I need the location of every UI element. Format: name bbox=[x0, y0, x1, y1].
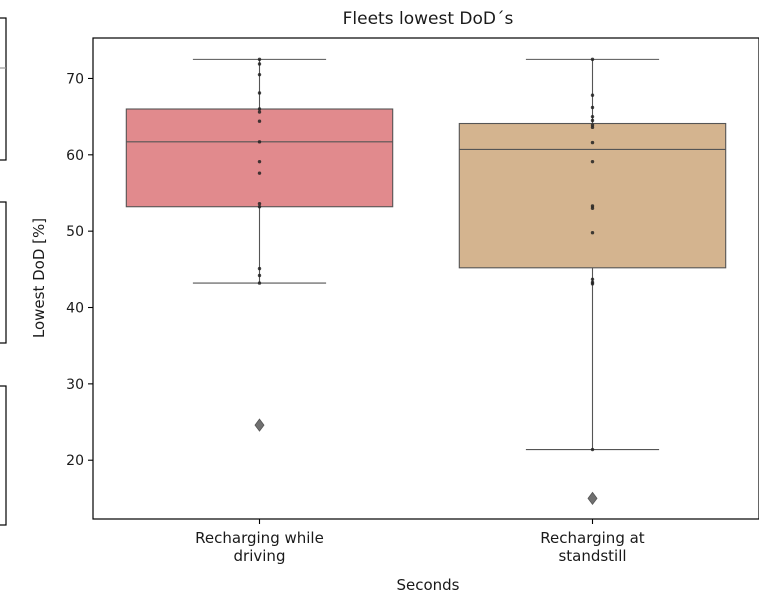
x-axis-label: Seconds bbox=[396, 576, 459, 594]
box-iqr bbox=[125, 108, 394, 208]
data-point bbox=[590, 118, 595, 123]
left-panel-fragments bbox=[0, 17, 7, 526]
data-point bbox=[590, 230, 595, 235]
data-point bbox=[257, 281, 262, 285]
left-panel-fragment-3 bbox=[0, 385, 7, 526]
outlier-marker bbox=[587, 491, 598, 506]
data-point bbox=[590, 282, 595, 286]
data-point bbox=[257, 273, 262, 278]
y-tick-label: 50 bbox=[66, 224, 84, 240]
data-point bbox=[590, 159, 595, 164]
y-tick-label: 70 bbox=[66, 71, 84, 87]
box-2 bbox=[458, 57, 727, 506]
data-point bbox=[257, 159, 262, 164]
x-tick-label: Recharging at standstill bbox=[540, 529, 645, 565]
y-axis: 20 30 40 50 60 70 bbox=[66, 71, 93, 469]
data-point bbox=[257, 110, 262, 114]
data-point bbox=[590, 277, 595, 281]
data-point bbox=[257, 119, 262, 123]
box-1 bbox=[125, 57, 394, 432]
data-point bbox=[590, 105, 595, 110]
axes-frame bbox=[92, 37, 759, 520]
y-tick-label: 40 bbox=[66, 301, 84, 317]
plot-area bbox=[92, 37, 759, 520]
outlier-marker bbox=[254, 418, 265, 432]
y-axis-label: Lowest DoD [%] bbox=[30, 218, 48, 338]
data-point bbox=[257, 107, 262, 111]
box-iqr bbox=[458, 122, 727, 269]
data-point bbox=[590, 57, 595, 62]
data-point bbox=[257, 57, 262, 62]
y-tick-label: 20 bbox=[66, 453, 84, 469]
left-panel-fragment-2 bbox=[0, 201, 7, 344]
y-tick-label: 60 bbox=[66, 148, 84, 164]
chart-title: Fleets lowest DoD´s bbox=[343, 9, 514, 29]
data-point bbox=[257, 140, 262, 144]
box-series bbox=[125, 57, 727, 506]
left-panel-fragment-1 bbox=[0, 17, 7, 161]
data-point bbox=[257, 201, 262, 206]
data-point bbox=[257, 62, 262, 66]
x-axis: Recharging while driving Recharging at stan… bbox=[195, 519, 645, 565]
data-point bbox=[257, 72, 262, 77]
data-point bbox=[590, 125, 595, 130]
data-point bbox=[590, 93, 595, 97]
x-tick-label: Recharging while driving bbox=[195, 529, 324, 565]
data-point bbox=[257, 171, 262, 175]
data-point bbox=[590, 114, 595, 119]
data-point bbox=[257, 205, 262, 209]
data-point bbox=[590, 447, 595, 452]
data-point bbox=[590, 206, 595, 210]
data-point bbox=[590, 140, 595, 145]
data-point bbox=[257, 91, 262, 95]
data-point bbox=[257, 266, 262, 271]
y-tick-label: 30 bbox=[66, 377, 84, 393]
